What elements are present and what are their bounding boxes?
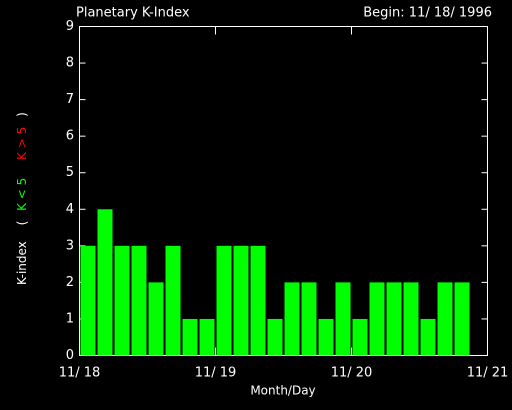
- y-tick-label: 1: [66, 311, 74, 326]
- x-tick-label: 11/ 20: [331, 366, 373, 381]
- x-tick-label: 11/ 18: [59, 366, 101, 381]
- bar: [352, 318, 368, 356]
- chart-subtitle: Begin: 11/ 18/ 1996: [363, 6, 492, 21]
- plot-frame: [79, 26, 488, 356]
- bar: [454, 282, 470, 356]
- bar: [437, 282, 453, 356]
- bar: [369, 282, 385, 356]
- chart-title: Planetary K-Index: [76, 6, 190, 21]
- bar: [318, 318, 334, 356]
- bar: [250, 245, 266, 356]
- bar: [114, 245, 130, 356]
- y-tick-label: 3: [66, 238, 74, 253]
- y-label-main: K-index: [15, 241, 29, 285]
- y-tick-label: 7: [66, 92, 74, 107]
- bar: [199, 318, 215, 356]
- bar: [131, 245, 147, 356]
- bar: [97, 209, 113, 356]
- y-tick-label: 5: [66, 165, 74, 180]
- bar: [403, 282, 419, 356]
- y-label-open: (: [15, 221, 29, 226]
- bar: [233, 245, 249, 356]
- bar: [148, 282, 164, 356]
- bar: [165, 245, 181, 356]
- bar: [267, 318, 283, 356]
- y-tick-label: 8: [66, 56, 74, 71]
- y-tick-label: 0: [66, 348, 74, 363]
- y-tick-label: 4: [66, 202, 74, 217]
- bar: [284, 282, 300, 356]
- x-tick-label: 11/ 19: [195, 366, 237, 381]
- y-label-close: ): [15, 112, 29, 117]
- x-tick-label: 11/ 21: [467, 366, 509, 381]
- y-label-high: K > 5: [15, 127, 29, 160]
- bar: [301, 282, 317, 356]
- bar: [335, 282, 351, 356]
- y-label-low: K < 5: [15, 178, 29, 211]
- bar: [420, 318, 436, 356]
- y-tick-label: 2: [66, 275, 74, 290]
- bar: [80, 245, 96, 356]
- y-tick-label: 9: [66, 19, 74, 34]
- bar: [182, 318, 198, 356]
- bar: [386, 282, 402, 356]
- y-axis-label: K-index ( K < 5 K > 5 ): [15, 112, 29, 285]
- x-axis-label: Month/Day: [250, 384, 315, 398]
- bar: [216, 245, 232, 356]
- y-tick-label: 6: [66, 129, 74, 144]
